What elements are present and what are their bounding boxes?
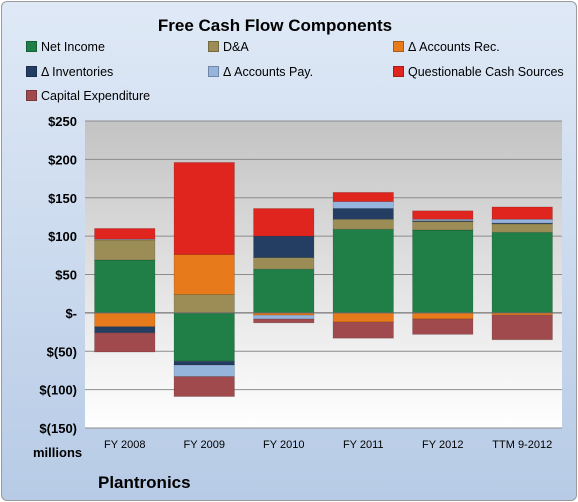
y-tick-label: $150	[48, 191, 77, 206]
bar-segment	[94, 312, 156, 328]
legend-questionable-cash: Questionable Cash Sources	[393, 65, 564, 79]
bar-segment	[491, 231, 553, 314]
bar-segment	[253, 235, 315, 259]
bar-segment	[253, 257, 315, 270]
y-tick-label: $(100)	[39, 383, 77, 398]
bar-segment	[491, 314, 553, 341]
bar-segment	[173, 254, 235, 295]
legend-swatch-net-income	[26, 41, 37, 52]
bar-segment	[173, 376, 235, 397]
bar-segment	[94, 332, 156, 353]
bar-segment	[491, 218, 553, 224]
legend-net-income: Net Income	[26, 40, 105, 54]
legend-inventories: Δ Inventories	[26, 65, 113, 79]
legend-capital-expenditure: Capital Expenditure	[26, 89, 150, 103]
bar-segment	[332, 228, 394, 314]
bar-segment	[332, 321, 394, 339]
x-tick-label: FY 2009	[184, 439, 225, 451]
company-label: Plantronics	[98, 473, 191, 492]
x-tick-label: TTM 9-2012	[492, 439, 552, 451]
legend-d-and-a: D&A	[208, 40, 249, 54]
y-tick-label: $-	[65, 306, 77, 321]
bar-segment	[412, 221, 474, 231]
legend-swatch-d-and-a	[208, 41, 219, 52]
bar-segment	[332, 201, 394, 209]
bar-segment	[332, 208, 394, 220]
bar-segment	[412, 312, 474, 320]
bar-segment	[173, 294, 235, 314]
bar-segment	[332, 218, 394, 230]
bar-segment	[253, 318, 315, 324]
bar-segment	[253, 314, 315, 320]
x-tick-label: FY 2011	[343, 439, 384, 451]
bar-segment	[94, 259, 156, 314]
bar-segment	[94, 326, 156, 334]
bar-segment	[412, 318, 474, 335]
bar-segment	[94, 239, 156, 261]
legend-swatch-accounts-pay	[208, 66, 219, 77]
chart-title: Free Cash Flow Components	[157, 16, 393, 35]
legend-swatch-inventories	[26, 66, 37, 77]
x-tick-label: FY 2012	[422, 439, 463, 451]
legend-swatch-capital-expenditure	[26, 90, 37, 101]
legend-accounts-pay: Δ Accounts Pay.	[208, 65, 313, 79]
bar-segment	[173, 312, 235, 362]
bar-segment	[332, 191, 394, 202]
y-tick-label: $100	[48, 229, 77, 244]
bar-segment	[94, 228, 156, 240]
bar-segment	[173, 364, 235, 377]
bar-segment	[412, 210, 474, 220]
bar-segment	[491, 206, 553, 220]
x-tick-label: FY 2010	[263, 439, 304, 451]
units-label: millions	[33, 445, 83, 460]
bar-segment	[94, 238, 156, 241]
legend-swatch-accounts-rec	[393, 41, 404, 52]
bar-segment	[173, 162, 235, 255]
x-tick-label: FY 2008	[104, 439, 145, 451]
y-tick-label: $(50)	[47, 344, 77, 359]
y-tick-label: $250	[48, 114, 77, 129]
bar-segment	[412, 229, 474, 314]
y-tick-label: $50	[55, 268, 77, 283]
bar-segment	[253, 208, 315, 237]
bar-segment	[253, 268, 315, 314]
legend-accounts-rec: Δ Accounts Rec.	[393, 40, 500, 54]
legend-swatch-questionable-cash	[393, 66, 404, 77]
y-tick-label: $(150)	[39, 421, 77, 436]
y-tick-label: $200	[48, 152, 77, 167]
bar-segment	[491, 223, 553, 233]
bar-segment	[173, 360, 235, 366]
bar-segment	[332, 312, 394, 323]
